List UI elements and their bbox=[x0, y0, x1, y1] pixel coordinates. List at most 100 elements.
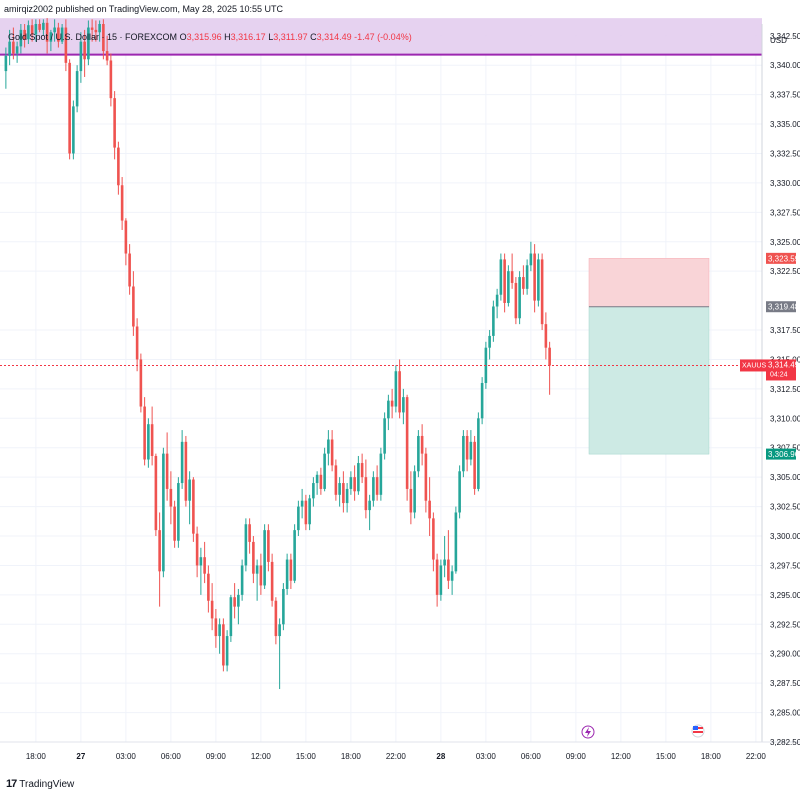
candle-body bbox=[109, 60, 113, 99]
us-flag-icon[interactable] bbox=[691, 724, 705, 738]
candle bbox=[379, 447, 383, 501]
candle-body bbox=[188, 479, 191, 501]
candle bbox=[192, 477, 195, 542]
candle bbox=[218, 618, 221, 654]
candle-body bbox=[548, 347, 551, 366]
candle-body bbox=[282, 588, 285, 625]
time-tick-label: 06:00 bbox=[521, 752, 542, 761]
time-tick-label: 12:00 bbox=[611, 752, 632, 761]
candle-body bbox=[469, 441, 473, 460]
candle-body bbox=[420, 435, 424, 454]
candle bbox=[439, 559, 443, 601]
candle-body bbox=[342, 483, 345, 504]
candle bbox=[57, 22, 60, 48]
candle-body bbox=[147, 424, 150, 460]
candle bbox=[255, 559, 259, 601]
candle-body bbox=[405, 397, 409, 489]
stop-loss-zone[interactable] bbox=[588, 258, 710, 307]
candle-body bbox=[199, 557, 203, 566]
price-axis[interactable]: 3,342.50 3,340.00 3,337.50 3,335.00 3,332.50… bbox=[770, 32, 800, 747]
candle bbox=[49, 29, 53, 52]
candle bbox=[23, 24, 26, 48]
candle-body bbox=[304, 500, 308, 525]
candle bbox=[432, 512, 435, 572]
candle bbox=[458, 465, 461, 519]
candle-body bbox=[510, 271, 514, 283]
candle bbox=[372, 471, 375, 507]
candle-body bbox=[210, 600, 214, 619]
candle bbox=[334, 459, 338, 501]
candle bbox=[274, 597, 278, 645]
candle-body bbox=[263, 530, 266, 586]
candle-body bbox=[94, 29, 98, 33]
candle-body bbox=[90, 27, 94, 30]
candle-body bbox=[439, 565, 443, 595]
candle bbox=[282, 583, 285, 631]
candle bbox=[360, 453, 364, 484]
svg-text:04:24: 04:24 bbox=[770, 371, 788, 378]
candle bbox=[79, 32, 83, 83]
time-tick-label: 03:00 bbox=[476, 752, 497, 761]
price-tick-label: 3,292.50 bbox=[770, 620, 800, 629]
candle-body bbox=[27, 25, 30, 40]
candle bbox=[143, 397, 146, 466]
candle-body bbox=[113, 98, 116, 148]
candle bbox=[319, 467, 323, 495]
candle-body bbox=[465, 435, 469, 460]
candle bbox=[210, 583, 214, 631]
candle bbox=[492, 300, 495, 342]
candle-body bbox=[158, 530, 161, 572]
tradingview-logo[interactable]: 17 TradingView bbox=[6, 778, 74, 790]
candle bbox=[454, 506, 458, 574]
candle bbox=[222, 618, 225, 672]
candle-body bbox=[57, 27, 60, 42]
price-tick-label: 3,290.00 bbox=[770, 650, 800, 659]
price-tick-label: 3,287.50 bbox=[770, 679, 800, 688]
candle-body bbox=[15, 46, 19, 54]
tradingview-logo-icon: 17 bbox=[6, 778, 17, 790]
time-tick-label: 28 bbox=[436, 752, 445, 761]
take-profit-zone[interactable] bbox=[588, 306, 710, 455]
candle bbox=[270, 553, 274, 607]
candle-body bbox=[117, 147, 120, 186]
candle-body bbox=[413, 471, 416, 513]
candle-body bbox=[345, 488, 349, 504]
candle-body bbox=[447, 559, 450, 581]
candle bbox=[330, 430, 334, 472]
candle-body bbox=[443, 559, 446, 566]
open-label: O bbox=[179, 32, 187, 42]
time-tick-label: 22:00 bbox=[386, 752, 407, 761]
candle-body bbox=[120, 185, 124, 221]
candle-body bbox=[533, 253, 536, 301]
candle-body bbox=[522, 277, 525, 289]
candle bbox=[308, 494, 311, 531]
candle-body bbox=[139, 359, 143, 407]
candle-body bbox=[495, 294, 499, 307]
candle bbox=[424, 447, 428, 513]
candle bbox=[83, 29, 86, 77]
candle bbox=[420, 424, 424, 466]
candle-body bbox=[267, 530, 270, 562]
price-tick-label: 3,317.50 bbox=[770, 326, 800, 335]
candle bbox=[375, 465, 379, 501]
time-axis[interactable]: 18:00 27 03:00 06:00 09:00 12:00 15:00 18:00 22:… bbox=[26, 752, 767, 761]
candle bbox=[42, 19, 45, 36]
candle-body bbox=[330, 439, 334, 466]
candle-body bbox=[360, 463, 364, 478]
candle-body bbox=[402, 397, 405, 413]
candle-body bbox=[150, 424, 154, 456]
candle-body bbox=[252, 541, 255, 574]
candle bbox=[203, 541, 206, 584]
candle-body bbox=[195, 533, 199, 566]
candle-body bbox=[229, 597, 233, 637]
candle-body bbox=[180, 441, 184, 484]
time-tick-label: 22:00 bbox=[746, 752, 767, 761]
price-tick-label: 3,282.50 bbox=[770, 738, 800, 747]
candle-body bbox=[143, 406, 146, 460]
lightning-icon[interactable] bbox=[581, 725, 595, 739]
candle bbox=[184, 435, 188, 507]
candle-body bbox=[390, 400, 394, 407]
candle bbox=[132, 271, 135, 336]
candle bbox=[507, 265, 510, 307]
